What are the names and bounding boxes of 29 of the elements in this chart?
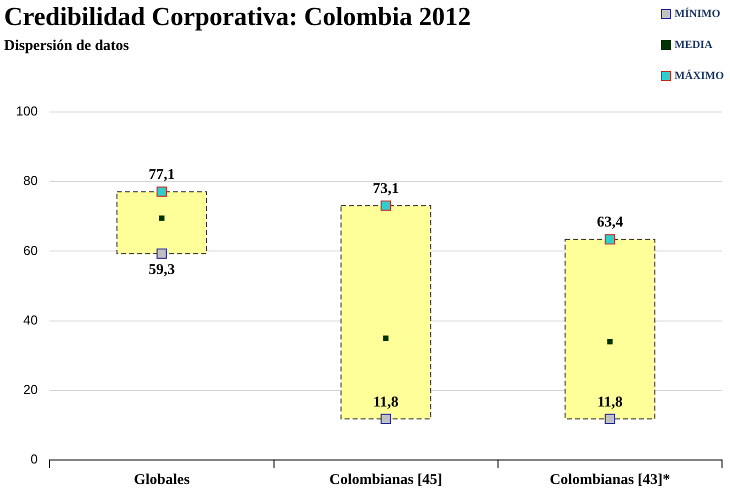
point: [159, 216, 164, 221]
x-tick-label: Globales: [134, 472, 190, 488]
point: [604, 414, 616, 424]
y-tick-label: 80: [23, 173, 38, 188]
point: [156, 186, 167, 197]
y-tick-label: 100: [16, 104, 38, 119]
data-label: 11,8: [597, 394, 623, 410]
point: [604, 234, 616, 244]
data-label: 63,4: [596, 214, 624, 231]
legend-label: MEDIA: [674, 38, 712, 50]
y-tick-label: 60: [23, 242, 38, 258]
y-tick-label: 0: [30, 452, 38, 467]
y-tick-label: 20: [23, 382, 38, 397]
point: [607, 339, 613, 344]
legend-label: MÁXIMO: [674, 70, 724, 82]
chart-subtitle: Dispersión de datos: [4, 38, 130, 55]
y-tick-label: 40: [23, 312, 38, 328]
point: [380, 200, 391, 211]
data-label: 73,1: [372, 180, 399, 197]
data-label: 11,8: [373, 394, 399, 410]
point: [383, 336, 388, 341]
legend-label: MÍNIMO: [674, 8, 720, 20]
data-label: 59,3: [148, 262, 175, 278]
point: [380, 414, 391, 424]
x-tick-label: Colombianas [45]: [329, 472, 442, 488]
point: [156, 248, 167, 259]
data-label: 77,1: [148, 167, 175, 184]
x-tick-label: Colombianas [43]*: [550, 472, 670, 488]
chart-title: Credibilidad Corporativa: Colombia 2012: [4, 2, 471, 32]
